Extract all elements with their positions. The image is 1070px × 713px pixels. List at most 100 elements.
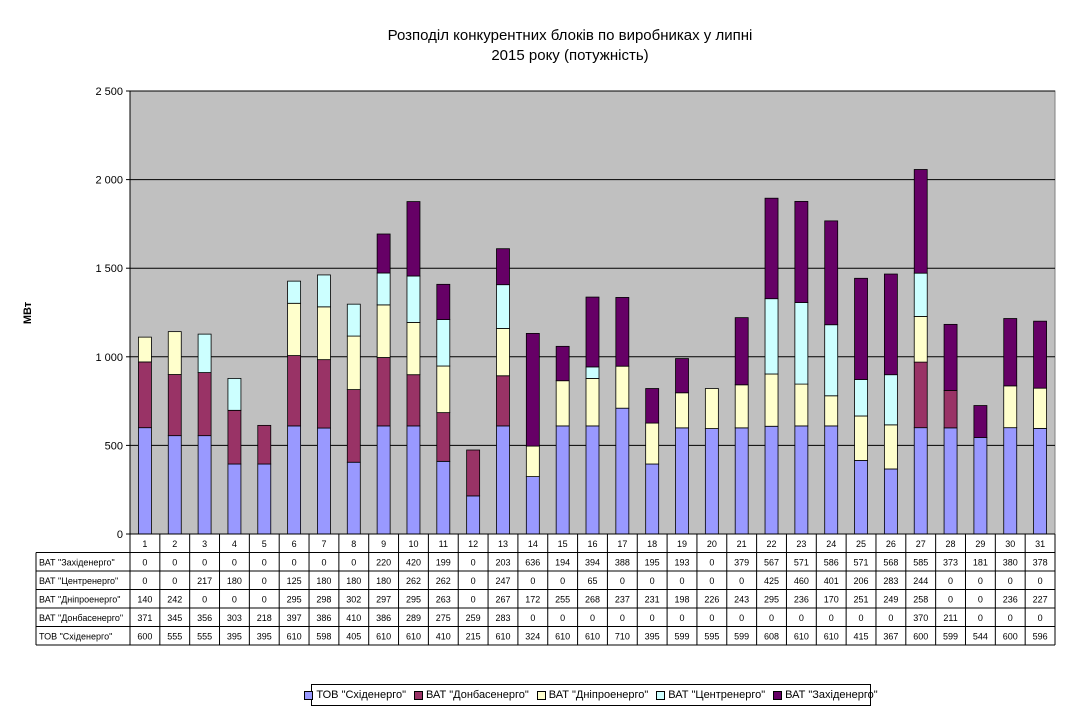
bar-segment <box>1033 427 1047 535</box>
data-label: 0 <box>560 576 565 586</box>
data-label: 0 <box>680 576 685 586</box>
data-label: 425 <box>764 576 779 586</box>
data-label: 0 <box>948 595 953 605</box>
x-tick-label: 16 <box>587 539 597 549</box>
data-label: 247 <box>495 576 510 586</box>
x-tick-label: 28 <box>946 539 956 549</box>
data-label: 243 <box>734 595 749 605</box>
legend-label: ВАТ "Центренерго" <box>668 689 766 701</box>
data-label: 283 <box>495 613 510 623</box>
bar-segment <box>525 476 540 535</box>
legend-swatch <box>304 690 314 700</box>
bar-segment <box>496 375 510 427</box>
bar-segment <box>764 373 779 427</box>
data-label: 0 <box>620 613 625 623</box>
bar-segment <box>734 317 749 386</box>
bar-segment <box>824 324 839 397</box>
data-label: 596 <box>1033 632 1048 642</box>
data-label: 180 <box>227 576 242 586</box>
bar-segment <box>615 365 630 409</box>
data-label: 370 <box>913 613 928 623</box>
data-label: 610 <box>406 632 421 642</box>
bar-segment <box>764 197 779 300</box>
data-label: 610 <box>824 632 839 642</box>
bar-segment <box>376 425 391 535</box>
data-label: 195 <box>645 558 660 568</box>
x-tick-label: 24 <box>826 539 836 549</box>
x-tick-label: 21 <box>737 539 747 549</box>
bar-segment <box>406 322 421 376</box>
data-label: 242 <box>167 595 182 605</box>
data-label: 415 <box>854 632 869 642</box>
data-label: 595 <box>704 632 719 642</box>
data-label: 0 <box>1008 613 1013 623</box>
data-label: 610 <box>585 632 600 642</box>
bar-segment <box>645 388 660 424</box>
bar-segment <box>854 460 868 535</box>
bar-segment <box>227 409 242 465</box>
x-tick-label: 17 <box>617 539 627 549</box>
bar-segment <box>346 335 361 390</box>
data-label: 258 <box>913 595 928 605</box>
bar-segment <box>645 422 660 465</box>
data-label: 0 <box>650 576 655 586</box>
table-row-label: ТОВ "Східенерго" <box>39 632 112 642</box>
data-label: 373 <box>943 558 958 568</box>
data-label: 386 <box>316 613 331 623</box>
x-tick-label: 27 <box>916 539 926 549</box>
legend-item: ВАТ "Західенерго" <box>773 689 878 701</box>
data-label: 172 <box>525 595 540 605</box>
x-tick-label: 23 <box>796 539 806 549</box>
x-tick-label: 31 <box>1035 539 1045 549</box>
data-label: 0 <box>172 558 177 568</box>
data-label: 600 <box>913 632 928 642</box>
data-label: 298 <box>316 595 331 605</box>
bar-segment <box>585 296 600 368</box>
bar-segment <box>913 315 928 363</box>
data-label: 237 <box>615 595 630 605</box>
data-label: 236 <box>794 595 809 605</box>
data-label: 380 <box>1003 558 1018 568</box>
data-label: 0 <box>888 613 893 623</box>
data-label: 0 <box>142 576 147 586</box>
bar-segment <box>943 427 958 535</box>
bar-segment <box>943 323 958 391</box>
data-label: 255 <box>555 595 570 605</box>
bar-segment <box>317 427 331 535</box>
bar-segment <box>436 412 451 462</box>
bar-segment <box>675 427 689 535</box>
bar-segment <box>883 374 898 426</box>
bar-segment <box>376 233 391 274</box>
data-label: 263 <box>436 595 451 605</box>
data-label: 181 <box>973 558 988 568</box>
bar-segment <box>167 435 182 535</box>
data-label: 0 <box>709 576 714 586</box>
bar-segment <box>883 273 898 376</box>
x-tick-label: 1 <box>142 539 147 549</box>
bar-segment <box>167 374 182 437</box>
data-label: 297 <box>376 595 391 605</box>
data-label: 0 <box>471 558 476 568</box>
data-label: 251 <box>854 595 869 605</box>
data-label: 395 <box>257 632 272 642</box>
bar-segment <box>376 304 391 358</box>
bar-segment <box>585 366 600 379</box>
data-label: 405 <box>346 632 361 642</box>
data-label: 394 <box>585 558 600 568</box>
bar-segment <box>1003 427 1018 535</box>
bar-segment <box>525 333 540 447</box>
x-tick-label: 10 <box>408 539 418 549</box>
data-label: 0 <box>769 613 774 623</box>
legend-swatch <box>773 690 783 700</box>
data-label: 555 <box>167 632 182 642</box>
data-label: 571 <box>794 558 809 568</box>
bar-segment <box>794 302 809 385</box>
bar-segment <box>496 284 510 329</box>
x-tick-label: 19 <box>677 539 687 549</box>
data-label: 0 <box>799 613 804 623</box>
data-label: 289 <box>406 613 421 623</box>
data-label: 397 <box>287 613 302 623</box>
bar-segment <box>436 460 451 535</box>
bar-segment <box>287 425 302 535</box>
